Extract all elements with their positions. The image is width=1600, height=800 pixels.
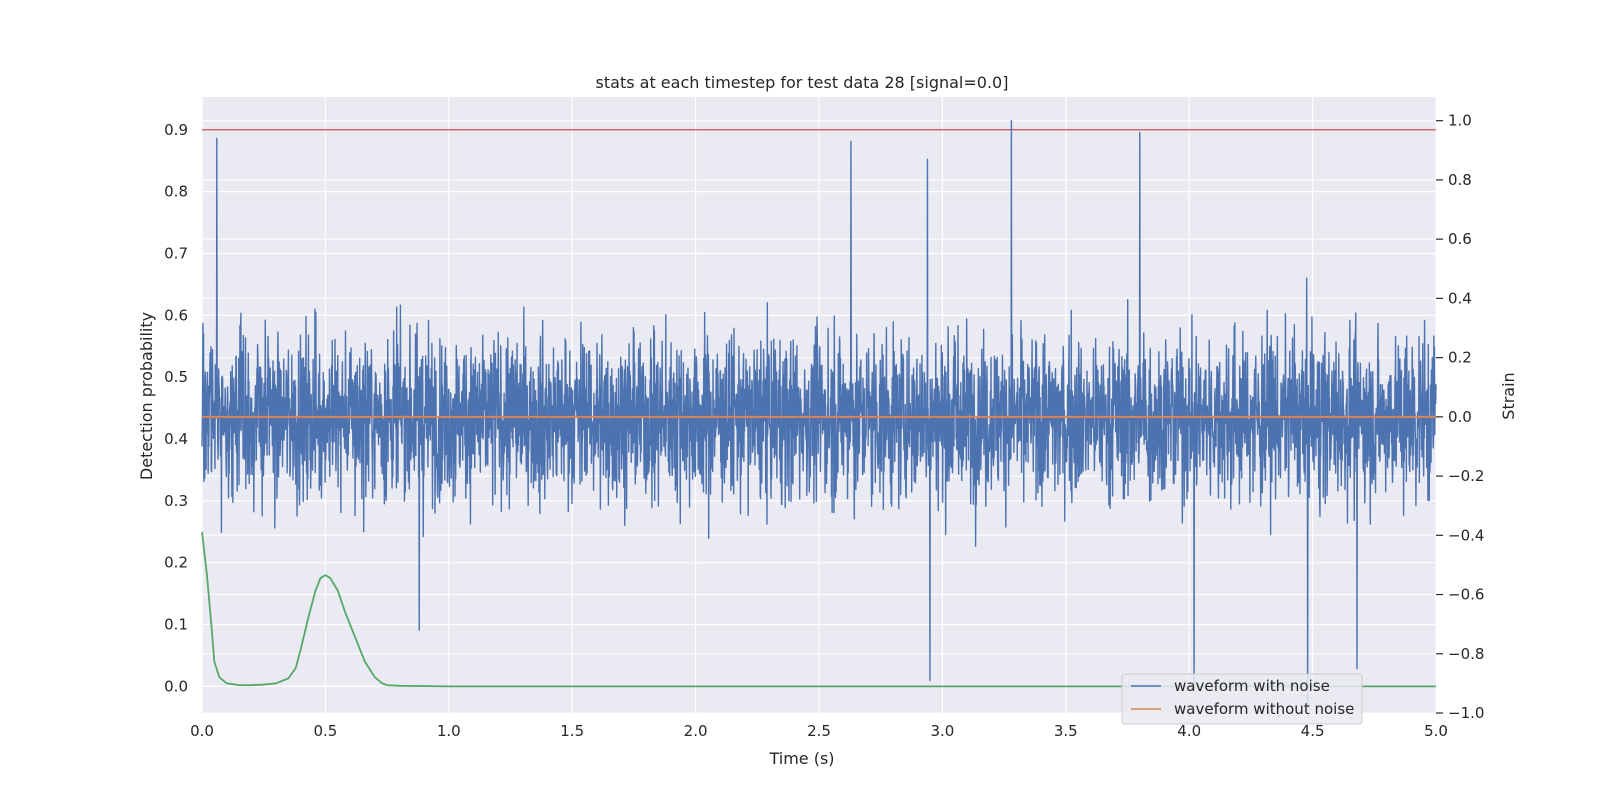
- x-tick-label: 4.5: [1301, 722, 1325, 740]
- left-y-tick-label: 0.8: [164, 183, 188, 201]
- left-y-axis-label: Detection probability: [137, 312, 156, 480]
- x-axis-label: Time (s): [768, 749, 834, 768]
- legend: waveform with noise waveform without noi…: [1121, 673, 1363, 725]
- series-lines: [201, 119, 1437, 708]
- right-y-tick-label: −1.0: [1448, 704, 1484, 722]
- left-y-ticks: 0.0 0.1 0.2 0.3 0.4 0.5 0.6 0.7 0.8 0.9: [164, 121, 188, 696]
- x-tick-label: 1.0: [437, 722, 461, 740]
- x-tick-label: 3.5: [1054, 722, 1078, 740]
- left-y-tick-label: 0.2: [164, 554, 188, 572]
- series-detection-probability: [201, 531, 1436, 688]
- right-y-tick-label: 0.8: [1448, 171, 1472, 189]
- x-tick-label: 2.5: [807, 722, 831, 740]
- right-y-tick-label: 0.6: [1448, 230, 1472, 248]
- right-y-tick-label: 0.4: [1448, 289, 1472, 307]
- right-y-tick-label: 1.0: [1448, 112, 1472, 130]
- x-tick-label: 0.5: [313, 722, 337, 740]
- left-y-tick-label: 0.7: [164, 244, 188, 262]
- right-y-tick-label: 0.2: [1448, 349, 1472, 367]
- x-tick-label: 0.0: [190, 722, 214, 740]
- left-y-tick-label: 0.9: [164, 121, 188, 139]
- left-y-tick-label: 0.1: [164, 616, 188, 634]
- chart-title: stats at each timestep for test data 28 …: [596, 73, 1009, 92]
- legend-label-noise: waveform with noise: [1174, 677, 1330, 695]
- right-y-tick-label: −0.4: [1448, 526, 1484, 544]
- legend-label-clean: waveform without noise: [1174, 700, 1354, 718]
- right-y-tick-label: −0.6: [1448, 586, 1484, 604]
- x-tick-label: 3.0: [930, 722, 954, 740]
- right-y-ticks: −1.0 −0.8 −0.6 −0.4 −0.2 0.0 0.2 0.4 0.6 0.8 1.0: [1436, 112, 1484, 722]
- right-y-tick-label: −0.8: [1448, 645, 1484, 663]
- left-y-tick-label: 0.6: [164, 306, 188, 324]
- left-y-tick-label: 0.5: [164, 368, 188, 386]
- right-y-tick-label: −0.2: [1448, 467, 1484, 485]
- x-tick-label: 2.0: [684, 722, 708, 740]
- x-tick-label: 5.0: [1424, 722, 1448, 740]
- right-y-axis-label: Strain: [1499, 372, 1518, 419]
- left-y-tick-label: 0.3: [164, 492, 188, 510]
- x-tick-label: 1.5: [560, 722, 584, 740]
- legend-box: [1121, 673, 1363, 725]
- x-tick-label: 4.0: [1177, 722, 1201, 740]
- left-y-tick-label: 0.0: [164, 677, 188, 695]
- left-y-tick-label: 0.4: [164, 430, 188, 448]
- x-ticks: 0.0 0.5 1.0 1.5 2.0 2.5 3.0 3.5 4.0 4.5 5.0: [190, 722, 1448, 740]
- right-y-tick-label: 0.0: [1448, 408, 1472, 426]
